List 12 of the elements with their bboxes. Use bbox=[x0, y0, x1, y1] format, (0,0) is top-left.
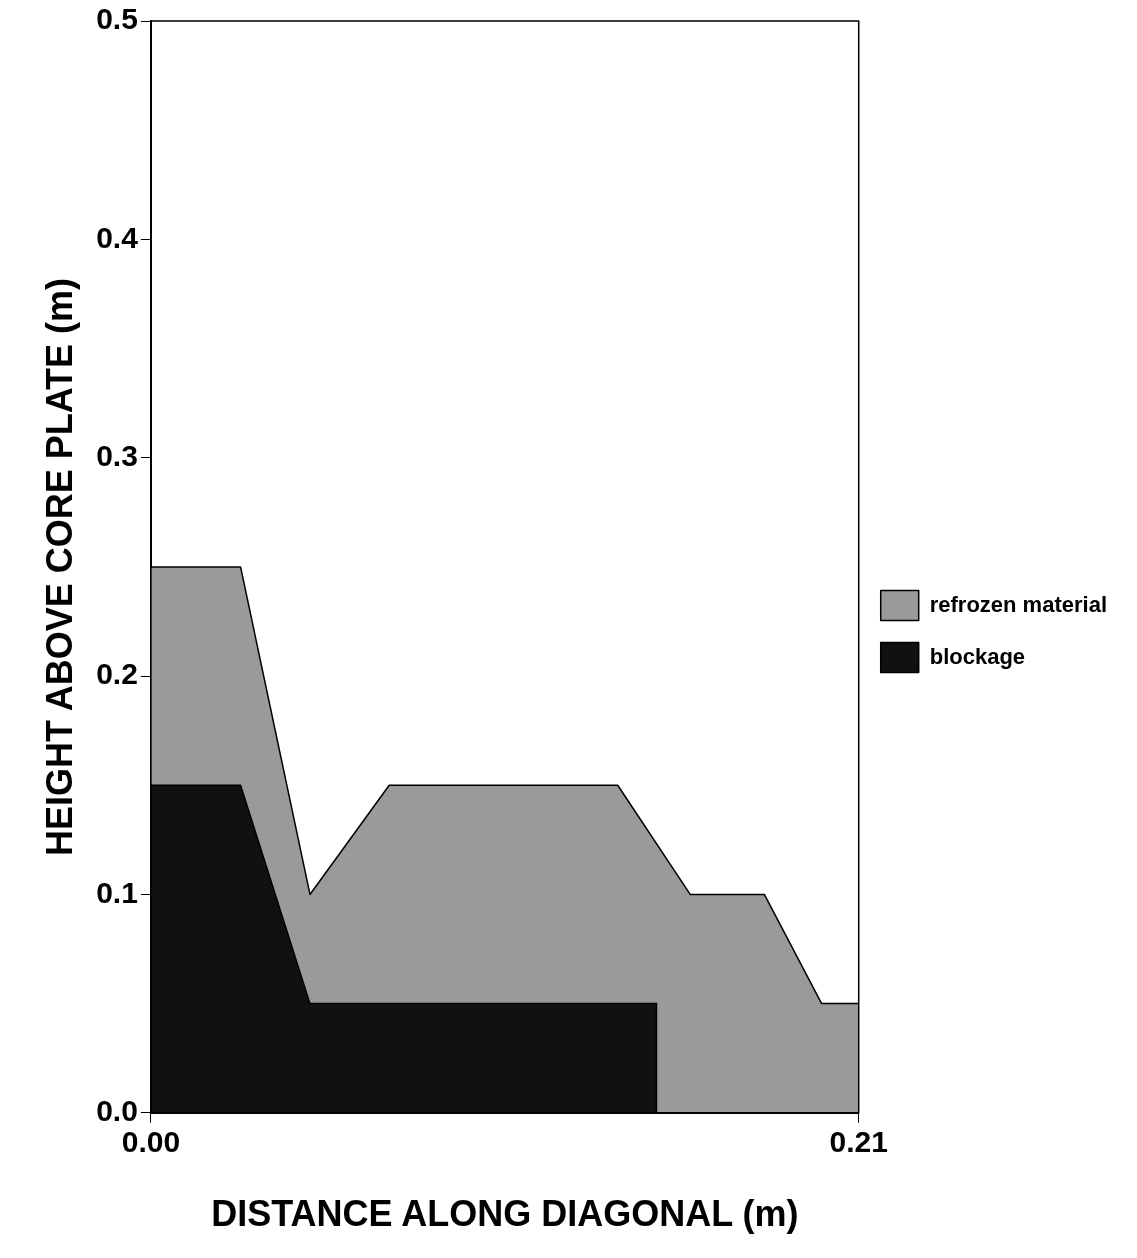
y-tick-label: 0.4 bbox=[96, 220, 139, 254]
legend-label: blockage bbox=[929, 643, 1026, 669]
legend-label: refrozen material bbox=[929, 591, 1108, 617]
y-tick-label: 0.3 bbox=[96, 438, 138, 472]
x-tick-label: 0.00 bbox=[121, 1125, 181, 1159]
y-tick-label: 0.0 bbox=[96, 1094, 138, 1128]
y-axis-title: HEIGHT ABOVE CORE PLATE (m) bbox=[38, 277, 80, 856]
y-tick-label: 0.1 bbox=[96, 875, 138, 909]
y-tick-label: 0.5 bbox=[96, 2, 138, 36]
x-tick-label: 0.21 bbox=[829, 1125, 888, 1159]
y-tick-label: 0.2 bbox=[96, 657, 138, 691]
x-axis-title: DISTANCE ALONG DIAGONAL (m) bbox=[211, 1193, 799, 1235]
